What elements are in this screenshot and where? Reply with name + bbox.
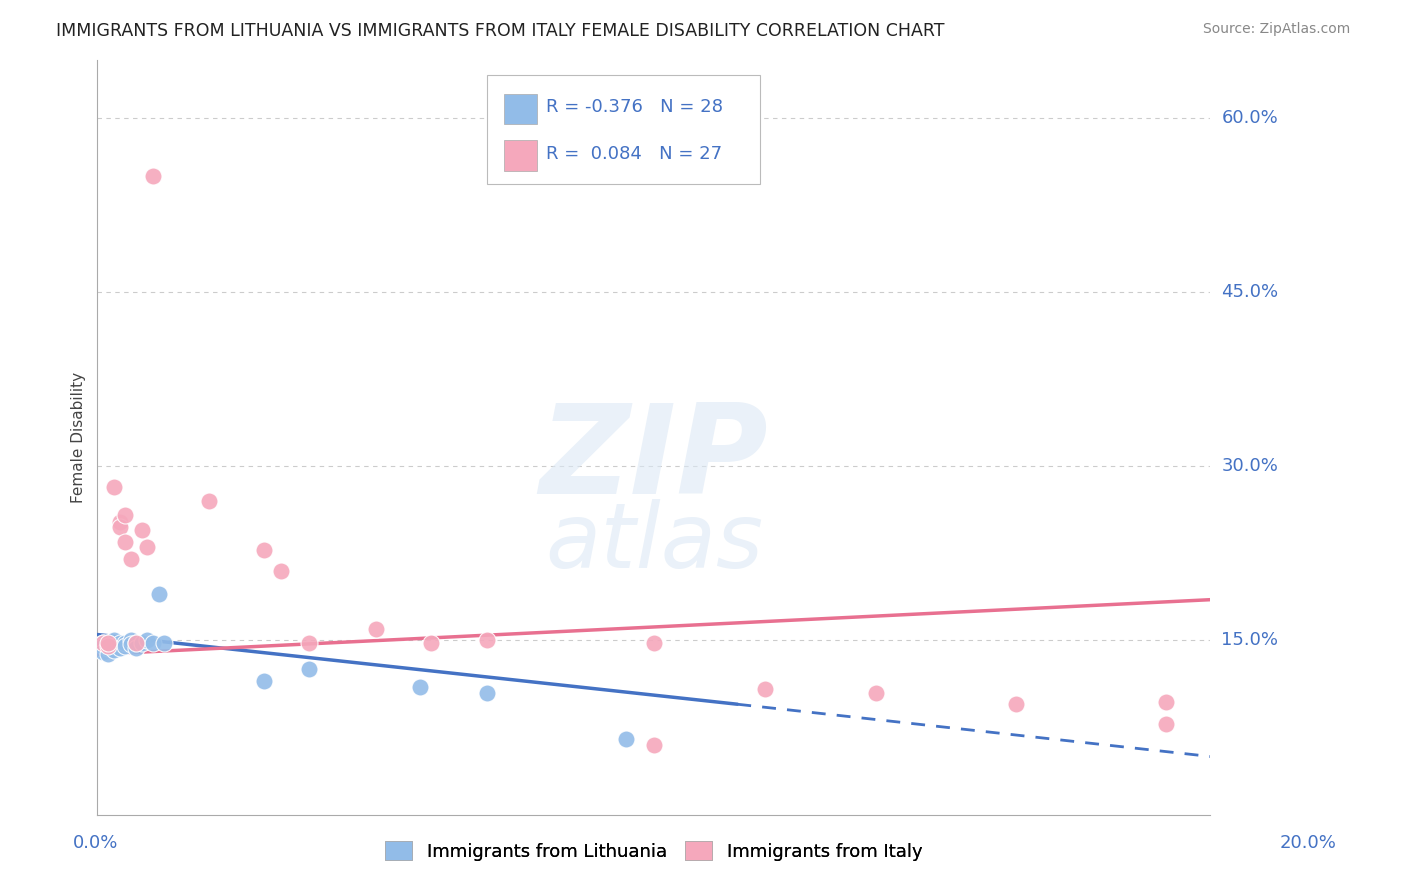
Point xyxy=(120,637,142,651)
Point xyxy=(364,622,387,636)
Point xyxy=(197,494,219,508)
Point xyxy=(1154,717,1177,731)
Point xyxy=(125,641,148,656)
Point xyxy=(253,542,276,557)
Point xyxy=(142,635,165,649)
Point xyxy=(103,480,125,494)
FancyBboxPatch shape xyxy=(503,94,537,124)
Point xyxy=(136,633,159,648)
Text: Source: ZipAtlas.com: Source: ZipAtlas.com xyxy=(1202,22,1350,37)
Point xyxy=(114,635,136,649)
Point xyxy=(125,635,148,649)
Text: 20.0%: 20.0% xyxy=(1279,834,1336,852)
Point xyxy=(91,639,114,653)
Text: IMMIGRANTS FROM LITHUANIA VS IMMIGRANTS FROM ITALY FEMALE DISABILITY CORRELATION: IMMIGRANTS FROM LITHUANIA VS IMMIGRANTS … xyxy=(56,22,945,40)
Point xyxy=(475,685,498,699)
Text: 0.0%: 0.0% xyxy=(73,834,118,852)
Point xyxy=(131,523,153,537)
Text: ZIP: ZIP xyxy=(540,400,768,520)
Y-axis label: Female Disability: Female Disability xyxy=(72,371,86,503)
Point xyxy=(1154,695,1177,709)
Point xyxy=(97,647,120,661)
FancyBboxPatch shape xyxy=(486,75,759,184)
Point xyxy=(253,673,276,688)
Point xyxy=(97,635,120,649)
Text: 60.0%: 60.0% xyxy=(1222,109,1278,127)
Text: R =  0.084   N = 27: R = 0.084 N = 27 xyxy=(546,145,723,163)
Point xyxy=(865,685,887,699)
Point xyxy=(420,635,443,649)
Point xyxy=(108,519,131,533)
Point xyxy=(298,635,321,649)
Point xyxy=(754,682,776,697)
Point xyxy=(120,552,142,566)
Point xyxy=(97,635,120,649)
Text: 45.0%: 45.0% xyxy=(1222,283,1278,301)
Point xyxy=(1004,697,1026,711)
Point xyxy=(153,635,176,649)
Legend: Immigrants from Lithuania, Immigrants from Italy: Immigrants from Lithuania, Immigrants fr… xyxy=(377,832,931,870)
Point xyxy=(103,633,125,648)
Point xyxy=(475,633,498,648)
Point xyxy=(131,635,153,649)
Point xyxy=(108,515,131,529)
Point xyxy=(125,635,148,649)
FancyBboxPatch shape xyxy=(503,140,537,170)
Text: 30.0%: 30.0% xyxy=(1222,457,1278,475)
Point xyxy=(136,541,159,555)
Point xyxy=(108,641,131,656)
Point xyxy=(103,642,125,657)
Point xyxy=(270,564,292,578)
Point xyxy=(108,635,131,649)
Point xyxy=(103,639,125,653)
Text: 15.0%: 15.0% xyxy=(1222,632,1278,649)
Point xyxy=(409,680,432,694)
Point xyxy=(91,635,114,649)
Text: atlas: atlas xyxy=(544,499,763,587)
Point xyxy=(120,633,142,648)
Point xyxy=(148,587,170,601)
Point xyxy=(114,639,136,653)
Point xyxy=(142,169,165,183)
Point xyxy=(298,662,321,676)
Point xyxy=(614,732,637,747)
Point xyxy=(114,534,136,549)
Point xyxy=(97,641,120,656)
Point xyxy=(643,738,665,752)
Point xyxy=(114,508,136,522)
Point xyxy=(91,635,114,649)
Point xyxy=(643,635,665,649)
Point xyxy=(97,639,120,653)
Text: R = -0.376   N = 28: R = -0.376 N = 28 xyxy=(546,98,723,116)
Point xyxy=(97,635,120,649)
Point xyxy=(91,645,114,659)
